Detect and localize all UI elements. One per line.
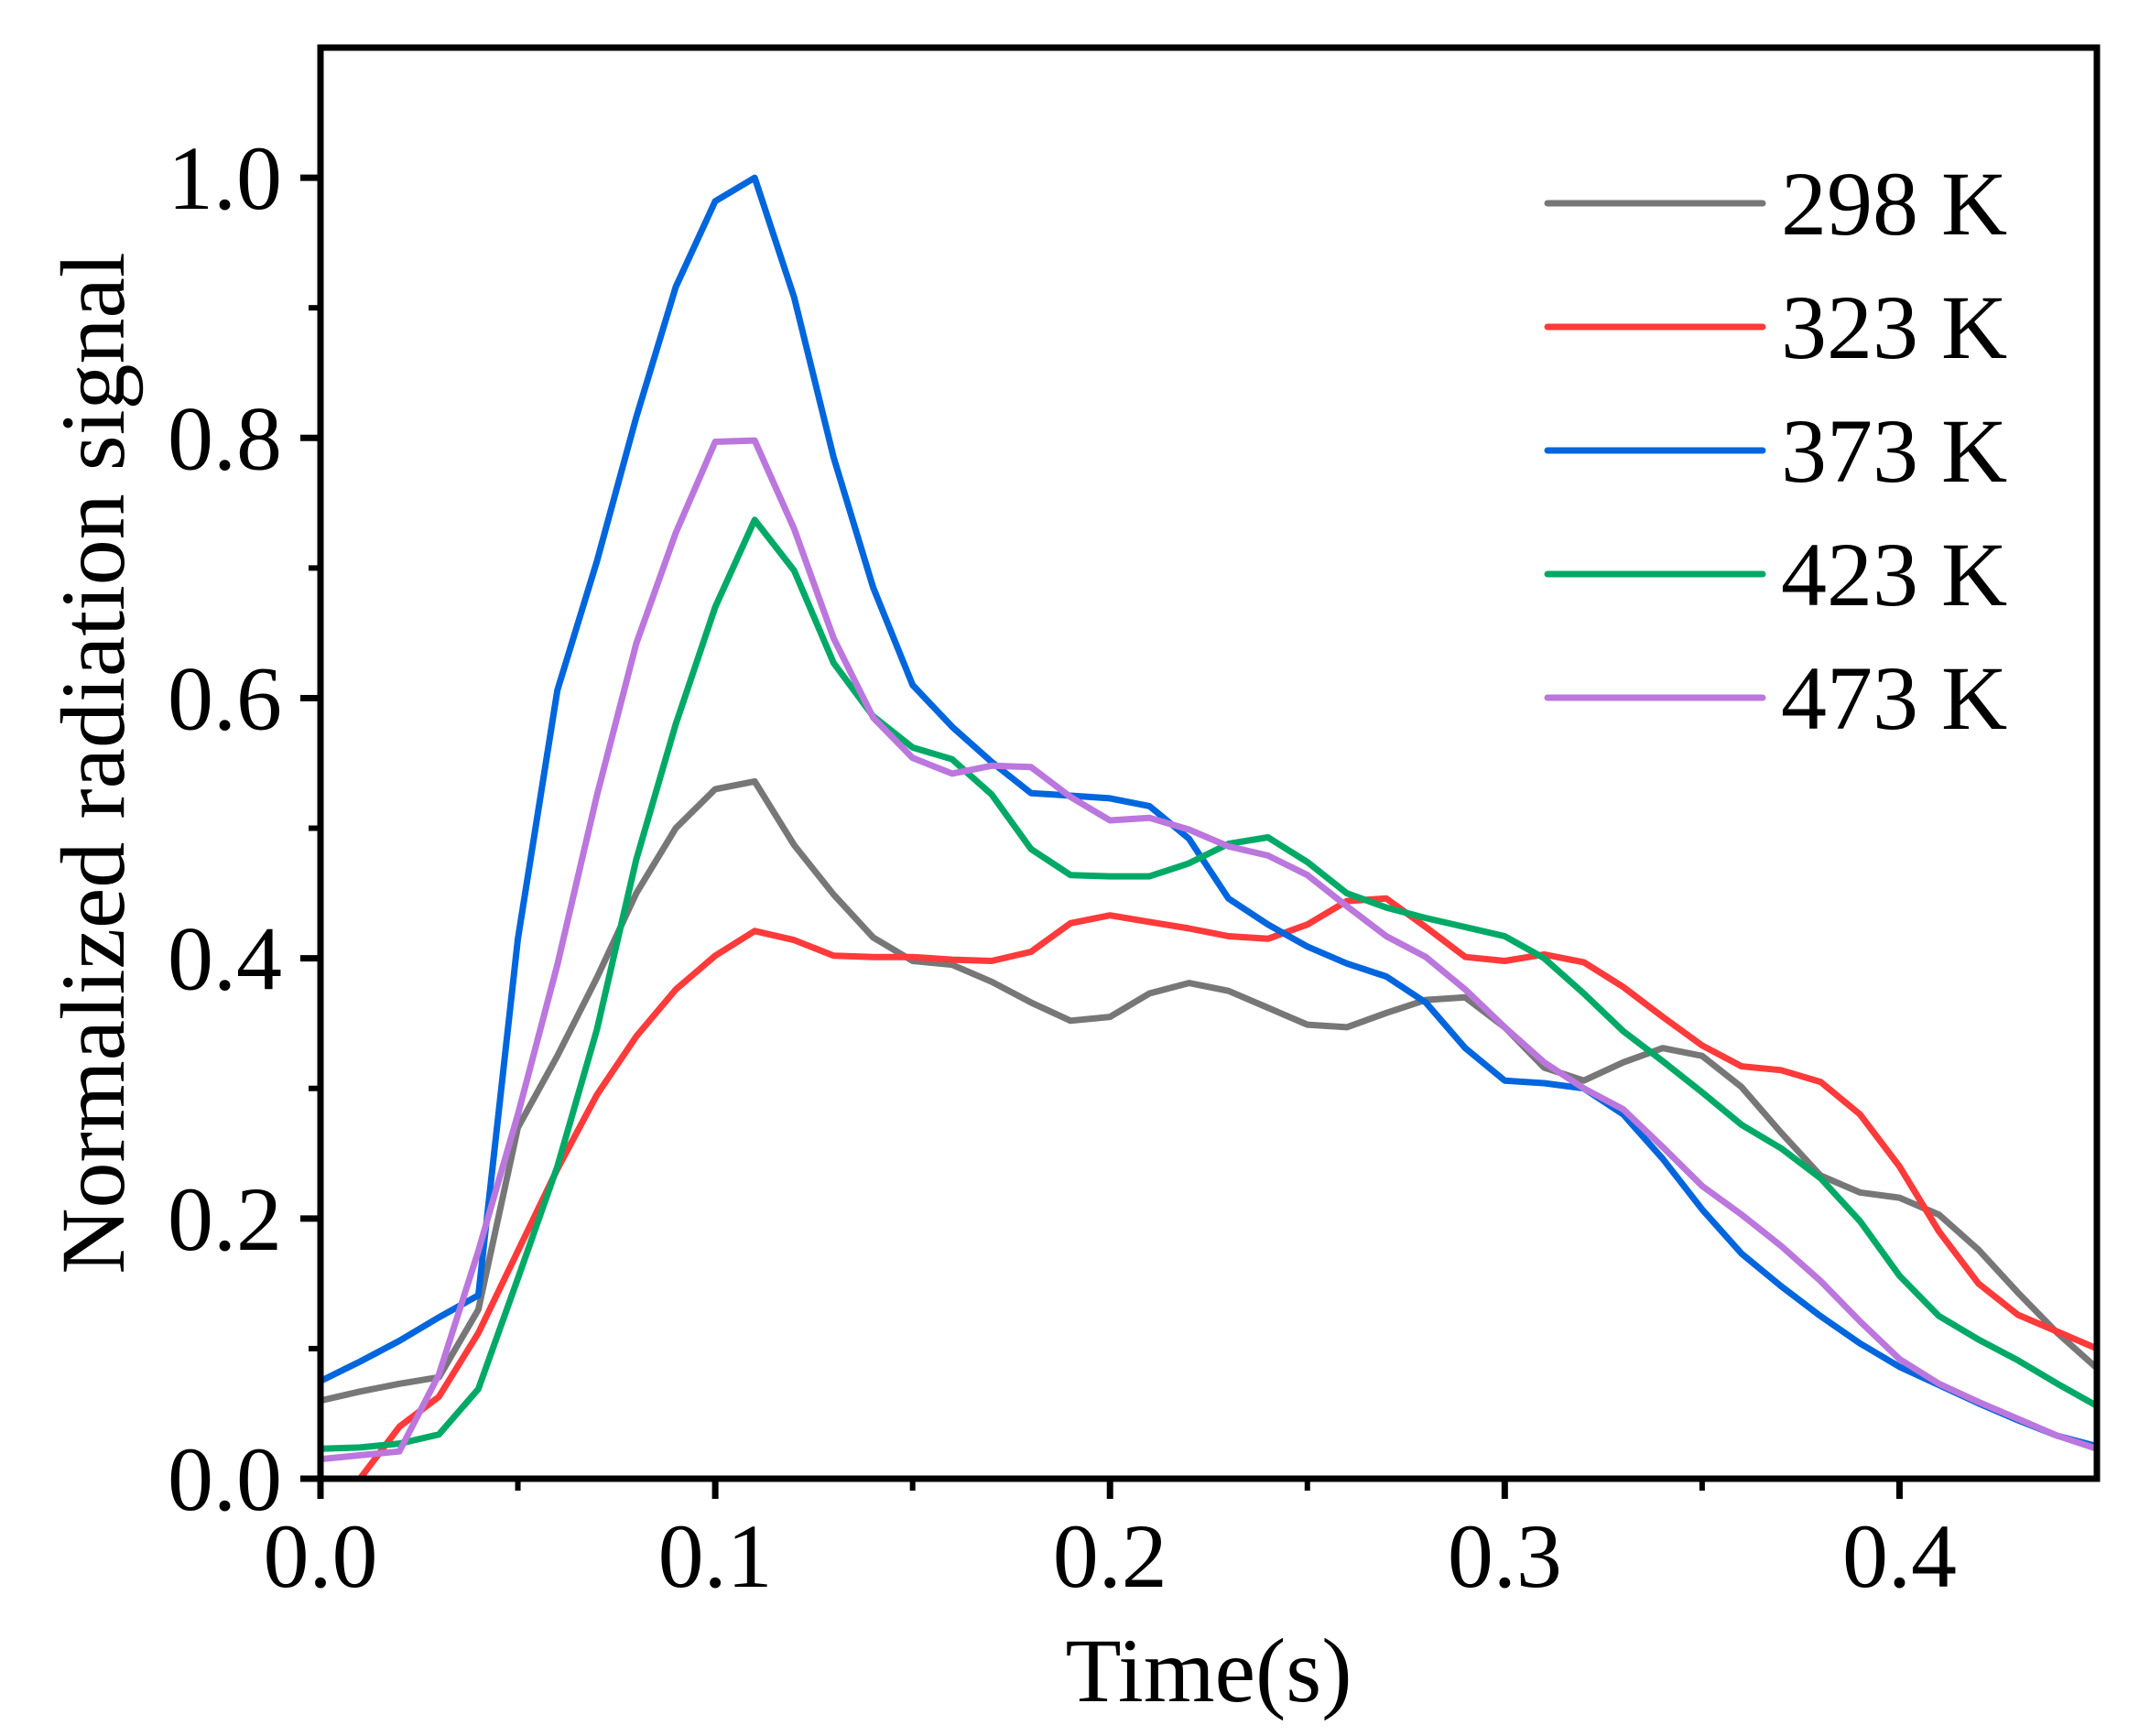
y-tick-label: 0.8 (168, 387, 282, 489)
x-tick-label: 0.4 (1842, 1505, 1957, 1607)
y-tick-label: 0.2 (168, 1168, 282, 1270)
y-tick-label: 0.0 (168, 1428, 282, 1530)
legend-label: 323 K (1781, 277, 2007, 378)
y-tick-label: 0.4 (168, 908, 282, 1010)
legend-label: 473 K (1781, 647, 2007, 749)
legend: 298 K 323 K 373 K 423 K 473 K (1544, 153, 2007, 749)
x-tick-label: 0.1 (658, 1505, 773, 1607)
series-line-323-k (320, 895, 2097, 1479)
series-line-373-k (320, 174, 2097, 1449)
legend-label: 373 K (1781, 400, 2007, 502)
x-tick-label: 0.0 (264, 1505, 378, 1607)
series-layer (320, 174, 2097, 1479)
y-tick-label: 0.6 (168, 647, 282, 749)
x-tick-label: 0.2 (1053, 1505, 1167, 1607)
legend-label: 298 K (1781, 153, 2007, 255)
series-line-473-k (320, 437, 2097, 1463)
y-axis-title: Normalized radiation signal (42, 252, 144, 1274)
y-tick-label: 1.0 (168, 127, 282, 229)
ticks-layer: 0.0 0.1 0.2 0.3 0.4 0.0 0.2 0.4 0.6 0.8 1.0 (168, 127, 1957, 1607)
plot-frame (317, 44, 2101, 1482)
x-tick-label: 0.3 (1448, 1505, 1562, 1607)
x-axis-title: Time(s) (1065, 1620, 1352, 1721)
series-line-423-k (320, 516, 2097, 1452)
legend-label: 423 K (1781, 524, 2007, 625)
